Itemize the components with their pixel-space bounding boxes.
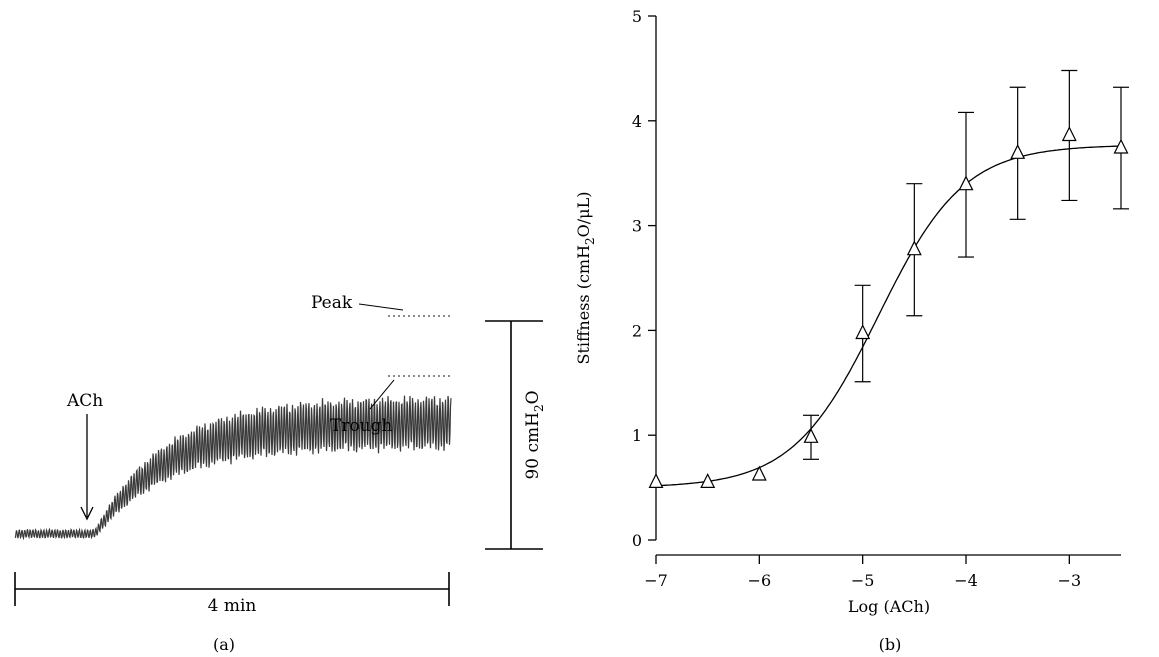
y-tick-label: 0 xyxy=(632,531,642,550)
y-tick-label: 4 xyxy=(632,112,642,131)
time-scale-bar xyxy=(14,572,450,606)
y-tick-label: 1 xyxy=(632,426,642,445)
panel-b: 0 1 2 3 4 5 −7 −6 −5 −4 −3 Log (ACh) Stiffness (c… xyxy=(574,7,1129,654)
y-axis-label: Stiffness (cmH2O/μL) xyxy=(574,192,597,365)
y-ticks: 0 1 2 3 4 5 xyxy=(632,7,656,550)
trough-leader-line xyxy=(369,379,395,410)
panel-a-caption: (a) xyxy=(213,635,235,654)
x-tick-label: −7 xyxy=(644,571,668,590)
peak-label: Peak xyxy=(311,293,353,313)
error-bar xyxy=(1061,69,1078,202)
x-tick-label: −4 xyxy=(954,571,978,590)
panel-a: Peak Trough ACh 90 cmH2O 4 min (a) xyxy=(14,293,546,654)
ach-label: ACh xyxy=(66,391,103,411)
pressure-scale-bar xyxy=(485,320,543,550)
error-bar xyxy=(854,284,871,383)
triangle-marker xyxy=(855,324,871,340)
x-tick-label: −6 xyxy=(748,571,772,590)
error-bar xyxy=(803,414,819,460)
error-bar xyxy=(958,111,974,258)
triangle-marker xyxy=(958,175,974,191)
data-markers xyxy=(648,126,1129,488)
pressure-trace xyxy=(14,395,452,541)
triangle-marker xyxy=(1061,126,1077,142)
x-ticks: −7 −6 −5 −4 −3 xyxy=(644,555,1081,590)
time-scale-label: 4 min xyxy=(208,596,257,616)
triangle-marker xyxy=(648,473,664,488)
fit-curve xyxy=(655,145,1121,487)
triangle-marker xyxy=(803,427,819,443)
error-bars xyxy=(803,69,1129,460)
peak-leader-line xyxy=(358,303,404,311)
pressure-scale-label: 90 cmH2O xyxy=(523,390,546,479)
error-bar xyxy=(1009,86,1026,220)
ach-arrow-head-icon xyxy=(80,506,94,521)
x-tick-label: −5 xyxy=(851,571,875,590)
error-bar xyxy=(906,183,923,317)
y-tick-label: 3 xyxy=(632,217,642,236)
x-axis-label: Log (ACh) xyxy=(848,597,930,616)
y-tick-label: 2 xyxy=(632,321,642,340)
triangle-marker xyxy=(700,473,716,488)
triangle-marker xyxy=(906,240,922,256)
error-bar xyxy=(1113,86,1129,210)
panel-b-caption: (b) xyxy=(879,635,902,654)
trough-label: Trough xyxy=(330,416,393,436)
x-tick-label: −3 xyxy=(1058,571,1082,590)
triangle-marker xyxy=(1010,143,1026,159)
triangle-marker xyxy=(1113,138,1129,154)
triangle-marker xyxy=(751,465,767,481)
y-tick-label: 5 xyxy=(632,7,642,26)
